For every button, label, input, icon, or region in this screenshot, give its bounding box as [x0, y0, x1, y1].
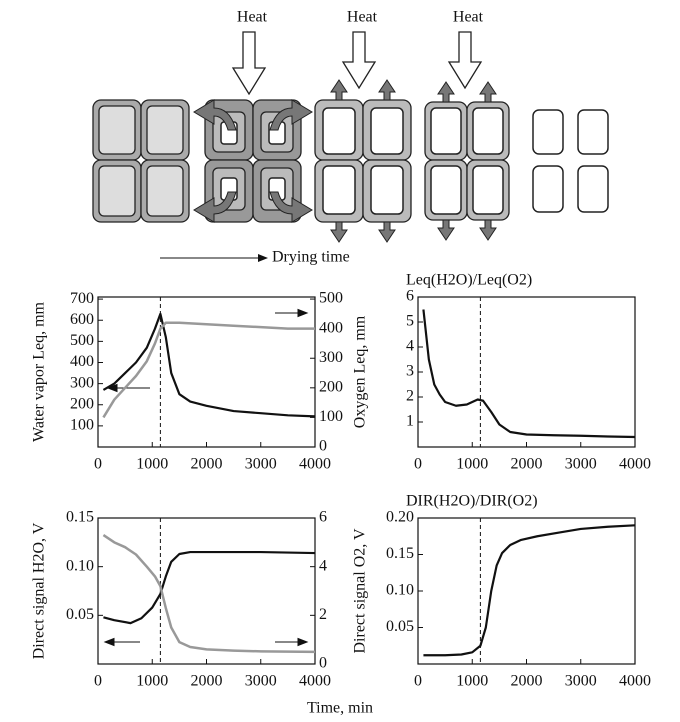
series-line	[102, 533, 316, 654]
x-tick-label: 1000	[136, 673, 168, 690]
y-tick-label: 3	[406, 363, 414, 380]
y2-tick-label: 6	[319, 509, 327, 526]
y2-tick-label: 200	[319, 379, 343, 396]
group-5	[532, 109, 609, 213]
y-tick-label: 500	[70, 332, 94, 349]
chart-title: Leq(H2O)/Leq(O2)	[406, 272, 532, 289]
x-tick-label: 1000	[136, 456, 168, 473]
y2-tick-label: 0	[319, 655, 327, 672]
heat-label: Heat	[237, 9, 268, 26]
x-tick-label: 1000	[456, 673, 488, 690]
x-tick-label: 4000	[619, 456, 651, 473]
y2-tick-label: 0	[319, 438, 327, 455]
y-tick-label: 0.05	[386, 618, 414, 635]
diagram: Heat Heat Heat	[92, 9, 609, 266]
y-axis-label: Water vapor Leq, mm	[31, 301, 48, 442]
plot-frame	[417, 517, 636, 665]
x-axis-label: Time, min	[307, 700, 373, 717]
heat-arrows	[231, 31, 483, 96]
y-axis-label: Direct signal H2O, V	[31, 522, 48, 659]
y2-tick-label: 4	[319, 557, 327, 574]
x-tick-label: 1000	[456, 456, 488, 473]
y2-tick-label: 400	[319, 319, 343, 336]
y-tick-label: 0.15	[386, 545, 414, 562]
plot-frame	[417, 296, 636, 448]
y-tick-label: 1	[406, 413, 414, 430]
y-tick-label: 100	[70, 417, 94, 434]
y-tick-label: 200	[70, 395, 94, 412]
x-tick-label: 0	[94, 456, 102, 473]
y2-tick-label: 300	[319, 349, 343, 366]
y2-tick-label: 500	[319, 290, 343, 307]
y-tick-label: 300	[70, 374, 94, 391]
x-tick-label: 3000	[245, 673, 277, 690]
x-tick-label: 3000	[565, 673, 597, 690]
y-tick-label: 0.15	[66, 509, 94, 526]
y2-axis-label: Oxygen Leq, mm	[352, 315, 369, 428]
series-line	[103, 550, 316, 625]
y-tick-label: 2	[406, 388, 414, 405]
y-tick-label: 0.05	[66, 606, 94, 623]
x-tick-label: 4000	[299, 456, 331, 473]
group-3	[314, 79, 412, 243]
y-tick-label: 400	[70, 353, 94, 370]
y-tick-label: 6	[406, 288, 414, 305]
x-tick-label: 4000	[299, 673, 331, 690]
y2-axis-label: Direct signal O2, V	[352, 528, 369, 653]
x-tick-label: 3000	[245, 456, 277, 473]
series-line	[102, 321, 315, 419]
x-tick-label: 2000	[191, 673, 223, 690]
group-2	[193, 99, 313, 223]
heat-label: Heat	[347, 9, 378, 26]
group-1	[92, 99, 190, 223]
time-arrowhead	[258, 254, 268, 262]
x-tick-label: 2000	[511, 673, 543, 690]
heat-label: Heat	[453, 9, 484, 26]
x-tick-label: 3000	[565, 456, 597, 473]
x-tick-label: 0	[414, 673, 422, 690]
y-tick-label: 5	[406, 313, 414, 330]
x-tick-label: 0	[414, 456, 422, 473]
chart-title: DIR(H2O)/DIR(O2)	[406, 493, 538, 510]
y-tick-label: 0.10	[66, 557, 94, 574]
series-line	[422, 309, 636, 439]
y-tick-label: 0.10	[386, 582, 414, 599]
time-label: Drying time	[272, 249, 350, 266]
y-tick-label: 600	[70, 311, 94, 328]
y-tick-label: 0.20	[386, 509, 414, 526]
x-tick-label: 0	[94, 673, 102, 690]
group-4	[424, 81, 510, 241]
x-tick-label: 4000	[619, 673, 651, 690]
axis-pointers	[103, 308, 309, 647]
x-tick-label: 2000	[511, 456, 543, 473]
series-line	[102, 312, 316, 418]
series-line	[423, 524, 636, 657]
y-tick-label: 700	[70, 290, 94, 307]
x-tick-label: 2000	[191, 456, 223, 473]
y2-tick-label: 2	[319, 606, 327, 623]
plot-frame	[97, 296, 316, 448]
y2-tick-label: 100	[319, 408, 343, 425]
y-tick-label: 4	[406, 338, 414, 355]
